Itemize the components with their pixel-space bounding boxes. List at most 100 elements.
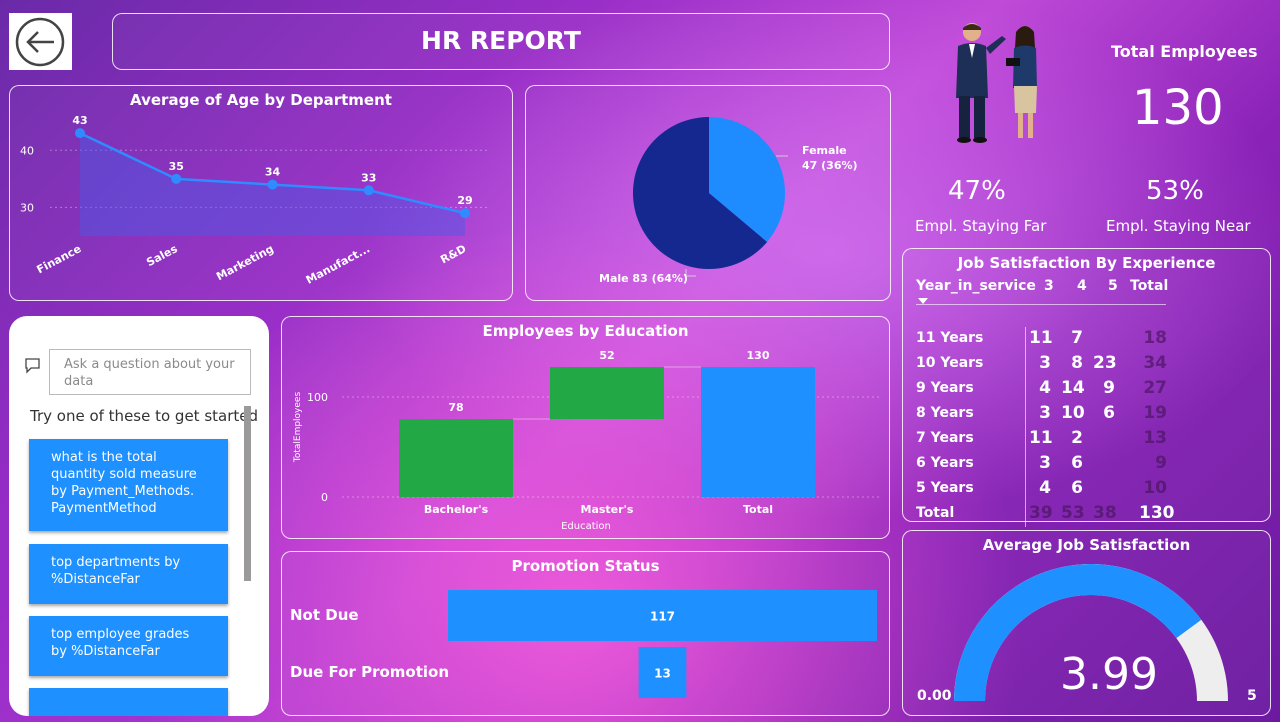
table-row: 9 Years 4 14 9 27	[911, 378, 1261, 404]
y-axis-title: TotalEmployees	[293, 392, 303, 464]
table-row: Total 39 53 38 130	[911, 503, 1261, 529]
qna-input[interactable]: Ask a question about your data	[49, 349, 251, 395]
job-satisfaction-gauge	[954, 564, 1228, 701]
promotion-label-not-due: Not Due	[290, 606, 359, 624]
data-point	[75, 128, 85, 139]
cell-3: 3	[1039, 403, 1051, 423]
x-tick-label: Manufact...	[304, 242, 372, 287]
female-value: 47 (36%)	[802, 159, 858, 172]
near-label: Empl. Staying Near	[1106, 217, 1251, 235]
x-tick-label: Master's	[581, 503, 634, 516]
table-row: 5 Years 4 6 10	[911, 478, 1261, 504]
suggestion-button[interactable]: top employee grades by %DistanceFar	[29, 616, 228, 676]
cell-3: 39	[1029, 503, 1053, 523]
data-label: 29	[457, 194, 472, 207]
data-label: 130	[747, 349, 770, 362]
y-tick-label: 0	[321, 491, 328, 504]
x-tick-label: Bachelor's	[424, 503, 489, 516]
gauge-value: 3.99	[1060, 649, 1158, 700]
row-label: 10 Years	[916, 355, 984, 371]
table-row: 6 Years 3 6 9	[911, 453, 1261, 479]
y-tick-label: 40	[20, 144, 34, 157]
row-label: 5 Years	[916, 480, 974, 496]
column-divider	[1025, 327, 1026, 527]
cell-4: 53	[1061, 503, 1085, 523]
gender-pie-panel: Female 47 (36%) Male 83 (64%)	[525, 85, 891, 301]
cell-4: 10	[1061, 403, 1085, 423]
cell-total: 34	[1143, 353, 1167, 373]
far-label: Empl. Staying Far	[915, 217, 1047, 235]
data-label: 52	[599, 349, 614, 362]
age-area-chart: 30 40 43 Finance 35 Sales 34 Marketing 33 Manufac…	[20, 114, 490, 287]
qna-panel: Ask a question about your data Try one o…	[9, 316, 269, 716]
table-header-row: Year_in_service 3 4 5 Total	[911, 278, 1261, 304]
header-year-in-service[interactable]: Year_in_service	[916, 278, 1036, 294]
gauge-fill	[954, 564, 1202, 701]
cell-5: 38	[1093, 503, 1117, 523]
leader-line	[685, 269, 696, 277]
header-4[interactable]: 4	[1077, 278, 1087, 294]
suggestion-button[interactable]: what is the total quantity sold measure …	[29, 439, 228, 531]
bar	[399, 419, 513, 497]
pie-slice-male	[633, 117, 768, 269]
table-row: 11 Years 11 7 18	[911, 328, 1261, 354]
y-tick-label: 100	[307, 391, 328, 404]
row-label: Total	[916, 505, 955, 521]
education-panel: Employees by Education 0 100 78 Bachelor's 5…	[281, 316, 890, 539]
education-waterfall-chart: 0 100 78 Bachelor's 52 Master's 130 Total Educat…	[293, 349, 882, 532]
cell-5: 23	[1093, 353, 1117, 373]
back-button[interactable]	[9, 13, 72, 70]
bar	[638, 647, 687, 698]
cell-3: 4	[1039, 478, 1051, 498]
suggestion-button-partial[interactable]	[29, 688, 228, 716]
chat-icon	[25, 358, 40, 374]
male-label: Male 83 (64%)	[599, 272, 688, 285]
data-point	[460, 208, 470, 219]
gauge-max: 5	[1247, 688, 1257, 704]
cell-5: 6	[1103, 403, 1115, 423]
cell-4: 14	[1061, 378, 1085, 398]
cell-total: 27	[1143, 378, 1167, 398]
header-5[interactable]: 5	[1108, 278, 1118, 294]
cell-3: 11	[1029, 328, 1053, 348]
cell-total: 9	[1155, 453, 1167, 473]
cell-total: 13	[1143, 428, 1167, 448]
cell-3: 11	[1029, 428, 1053, 448]
data-label: 35	[169, 160, 184, 173]
sort-down-icon[interactable]	[918, 298, 928, 304]
job-table-panel: Job Satisfaction By Experience Year_in_s…	[902, 248, 1271, 527]
x-tick-label: Sales	[144, 242, 180, 269]
gauge-title: Average Job Satisfaction	[982, 536, 1191, 554]
cell-3: 3	[1039, 453, 1051, 473]
education-title: Employees by Education	[482, 322, 689, 340]
title-panel: HR REPORT	[112, 13, 890, 70]
data-point	[171, 173, 182, 184]
header-total[interactable]: Total	[1130, 278, 1169, 294]
header-3[interactable]: 3	[1044, 278, 1054, 294]
age-chart-panel: Average of Age by Department 30 40 43 Finan…	[9, 85, 513, 301]
row-label: 7 Years	[916, 430, 974, 446]
promotion-label-due: Due For Promotion	[290, 663, 450, 681]
scrollbar[interactable]	[244, 406, 251, 581]
table-row: 7 Years 11 2 13	[911, 428, 1261, 454]
gauge-min: 0.00	[917, 688, 952, 704]
cell-5: 9	[1103, 378, 1115, 398]
business-people-icon	[956, 23, 1037, 143]
near-percent: 53%	[1146, 176, 1204, 206]
cell-4: 6	[1071, 453, 1083, 473]
data-label: 117	[650, 610, 675, 624]
qna-hint: Try one of these to get started	[30, 407, 259, 425]
data-label: 13	[654, 667, 671, 681]
x-tick-label: Total	[743, 503, 773, 516]
x-tick-label: Finance	[35, 242, 84, 276]
total-employees-value: 130	[1132, 80, 1224, 136]
y-tick-label: 30	[20, 201, 34, 214]
data-label: 78	[448, 401, 463, 414]
table-row: 10 Years 3 8 23 34	[911, 353, 1261, 379]
cell-total: 19	[1143, 403, 1167, 423]
cell-total: 10	[1143, 478, 1167, 498]
page-title: HR REPORT	[421, 26, 581, 55]
bar	[701, 367, 815, 497]
suggestion-button[interactable]: top departments by %DistanceFar	[29, 544, 228, 604]
x-axis-title: Education	[561, 521, 611, 532]
